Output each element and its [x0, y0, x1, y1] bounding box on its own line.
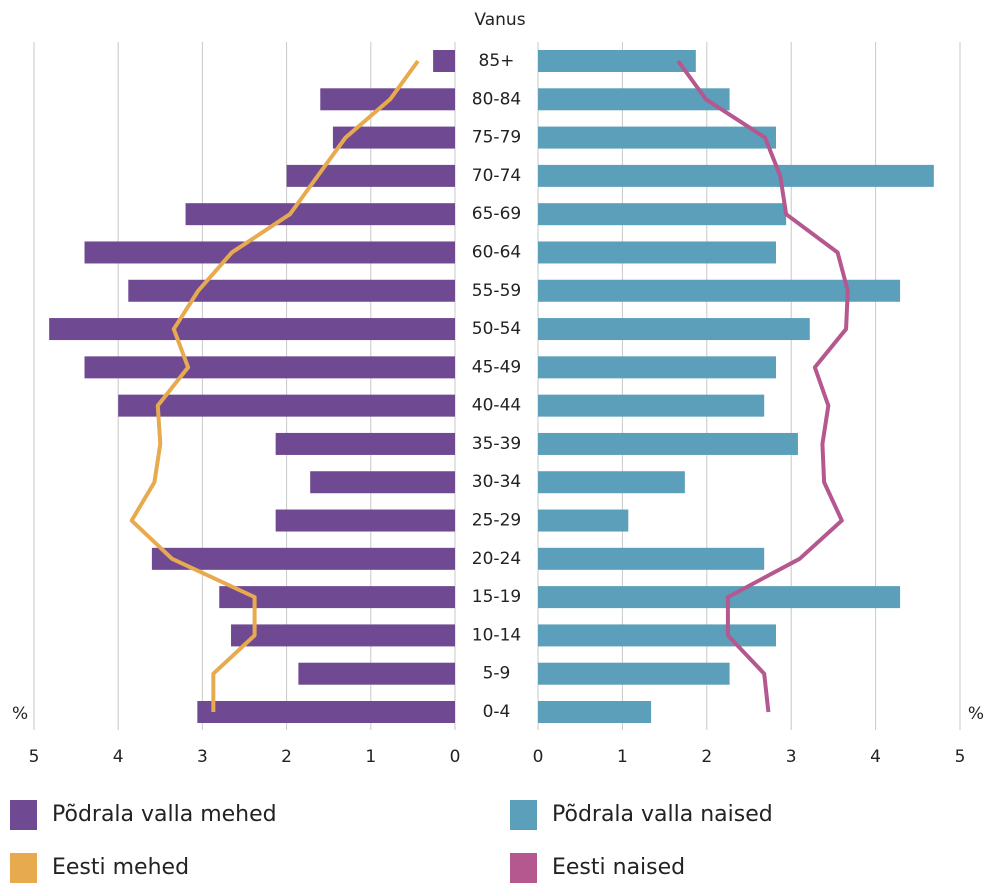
x-tick-label: 0	[450, 747, 461, 767]
x-axis-label-right: %	[968, 704, 984, 724]
bar	[538, 126, 777, 149]
bar	[84, 241, 456, 264]
legend-label: Eesti naised	[552, 855, 685, 880]
legend-label: Põdrala valla naised	[552, 802, 773, 827]
bar	[538, 203, 787, 226]
bar	[538, 88, 730, 111]
y-tick-label: 35-39	[472, 434, 521, 454]
bar	[538, 394, 765, 417]
x-tick-label: 5	[955, 747, 966, 767]
y-tick-label: 5-9	[483, 664, 511, 684]
bar	[197, 701, 455, 723]
x-axis-label-left: %	[12, 704, 28, 724]
legend-label: Põdrala valla mehed	[52, 802, 277, 827]
x-tick-label: 1	[617, 747, 628, 767]
x-tick-label: 4	[113, 747, 124, 767]
bar	[151, 547, 455, 570]
y-tick-label: 40-44	[472, 396, 521, 416]
bar	[332, 126, 455, 149]
bar	[310, 471, 455, 494]
bar	[538, 701, 652, 723]
bar	[538, 547, 765, 570]
bar	[538, 662, 730, 685]
bar	[538, 318, 810, 341]
y-tick-label: 0-4	[483, 702, 511, 722]
x-tick-label: 2	[701, 747, 712, 767]
bar	[84, 356, 456, 379]
x-tick-label: 2	[281, 747, 292, 767]
x-tick-label: 3	[197, 747, 208, 767]
bar	[286, 164, 455, 187]
bar	[49, 318, 455, 341]
y-tick-label: 80-84	[472, 89, 521, 109]
y-tick-label: 55-59	[472, 281, 521, 301]
y-tick-label: 65-69	[472, 204, 521, 224]
bar	[185, 203, 455, 226]
x-tick-label: 0	[533, 747, 544, 767]
x-tick-label: 3	[786, 747, 797, 767]
y-tick-label: 70-74	[472, 166, 521, 186]
bar	[298, 662, 455, 685]
bar	[538, 471, 685, 494]
y-tick-label: 50-54	[472, 319, 521, 339]
legend-swatch	[10, 800, 37, 830]
y-tick-label: 45-49	[472, 357, 521, 377]
line	[676, 59, 850, 713]
x-tick-label: 4	[870, 747, 881, 767]
y-tick-label: 20-24	[472, 549, 521, 569]
y-tick-label: 30-34	[472, 472, 521, 492]
legend-swatch	[510, 800, 537, 830]
bar	[538, 164, 934, 187]
bar	[275, 509, 455, 532]
x-tick-label: 1	[365, 747, 376, 767]
bar	[538, 279, 901, 302]
y-tick-label: 25-29	[472, 511, 521, 531]
legend-swatch	[510, 853, 537, 883]
bar	[538, 624, 777, 647]
bar	[219, 586, 455, 609]
y-tick-label: 60-64	[472, 242, 521, 262]
y-tick-label: 75-79	[472, 128, 521, 148]
bar	[275, 432, 455, 455]
bar	[538, 50, 696, 72]
bar	[231, 624, 455, 647]
line	[129, 59, 420, 712]
y-tick-label: 85+	[479, 51, 515, 71]
bar	[538, 356, 777, 379]
x-tick-label: 5	[29, 747, 40, 767]
category-axis-title: Vanus	[474, 10, 525, 30]
legend-swatch	[10, 853, 37, 883]
bar	[118, 394, 455, 417]
bar	[128, 279, 455, 302]
bar	[433, 50, 455, 72]
bar	[538, 509, 629, 532]
bar	[538, 241, 777, 264]
y-tick-label: 10-14	[472, 625, 521, 645]
bar	[538, 432, 798, 455]
legend-label: Eesti mehed	[52, 855, 189, 880]
y-tick-label: 15-19	[472, 587, 521, 607]
bar	[538, 586, 901, 609]
